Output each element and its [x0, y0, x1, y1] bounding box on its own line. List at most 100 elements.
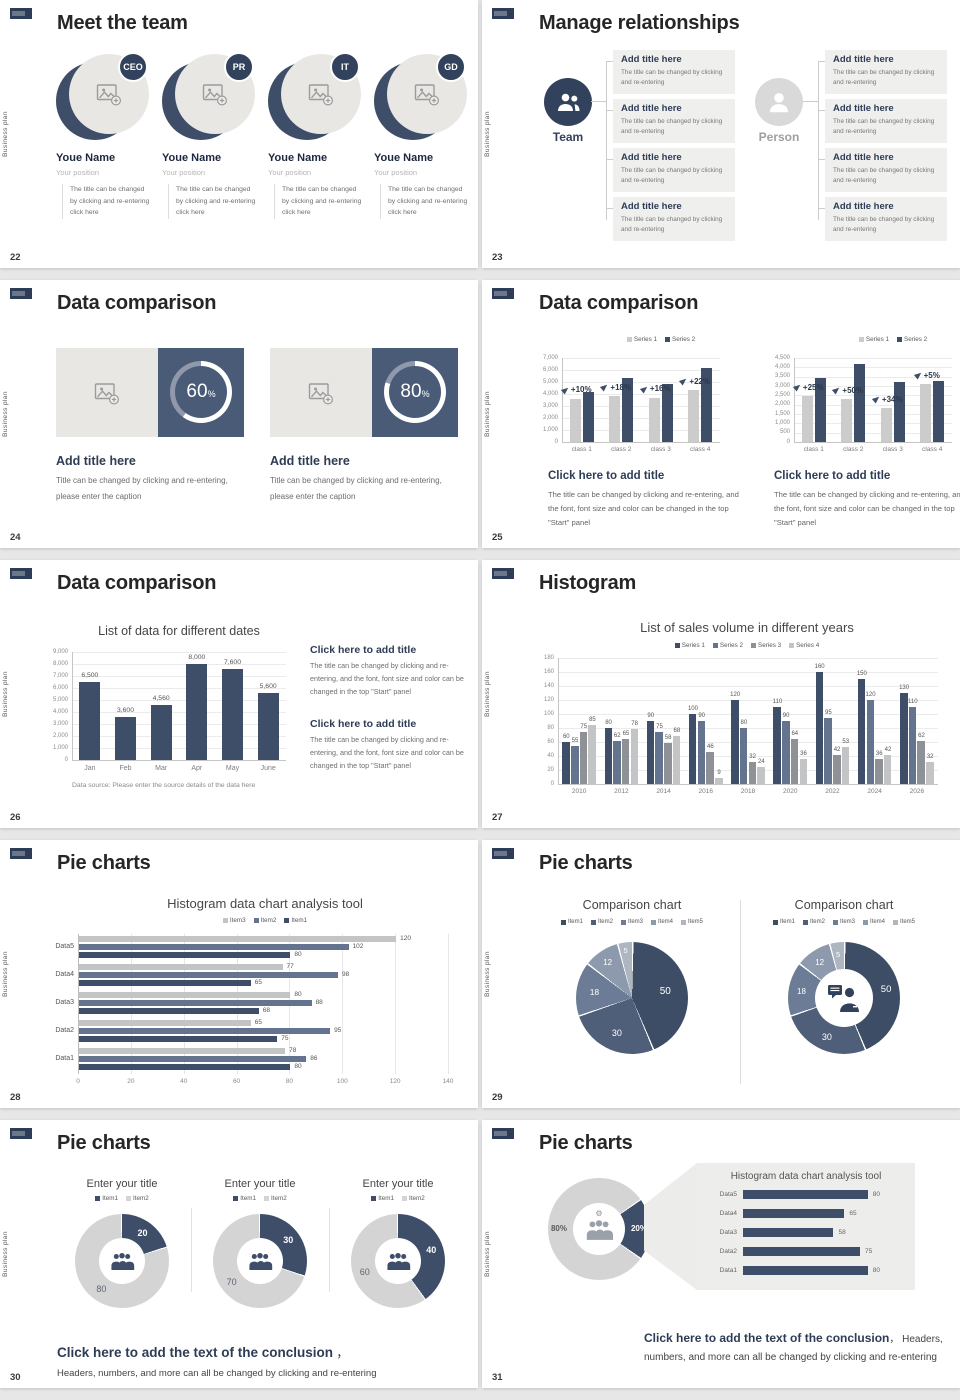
- people-icon: [99, 1238, 145, 1284]
- slide-23[interactable]: Business plan Manage relationships Team A…: [482, 0, 960, 268]
- legend-item: Item2: [126, 1195, 149, 1202]
- slide-title: Histogram: [539, 572, 637, 594]
- slide-number: 24: [10, 532, 21, 543]
- slide-27[interactable]: Business plan Histogram List of sales vo…: [482, 560, 960, 828]
- legend-swatch: [284, 918, 290, 923]
- team-member-avatar: PR: [162, 52, 258, 144]
- x-category-label: class 3: [882, 446, 903, 453]
- bar: [875, 758, 883, 784]
- growth-arrow-icon: [679, 376, 689, 386]
- role-badge: PR: [224, 52, 254, 82]
- slide-title: Data comparison: [57, 572, 217, 594]
- bar: [115, 716, 136, 760]
- legend-item: Item1: [371, 1195, 394, 1202]
- bar-series1: [648, 397, 660, 442]
- y-tick-label: 2,500: [774, 391, 790, 398]
- donut-chart: 40 60: [351, 1214, 445, 1308]
- chart-legend: Item1 Item2 Item3 Item4 Item5: [524, 919, 740, 925]
- legend-swatch: [222, 918, 228, 923]
- y-tick-label: 0: [554, 438, 558, 445]
- legend-label: Series 1: [865, 336, 889, 343]
- bar-value-label: 80: [872, 1191, 881, 1198]
- growth-value: +18%: [610, 382, 632, 392]
- x-tick-label: 40: [180, 1078, 188, 1085]
- bar-series1: [920, 384, 932, 442]
- x-category-label: Apr: [191, 765, 203, 772]
- x-category-label: 2018: [740, 788, 756, 795]
- slide-26[interactable]: Business plan Data comparison List of da…: [0, 560, 478, 828]
- chart-legend: Item1 Item2: [72, 1195, 172, 1202]
- member-name: Youe Name: [268, 152, 328, 164]
- bar-value-label: 42: [884, 746, 892, 753]
- bar-value-label: 9: [717, 769, 721, 776]
- slide-24[interactable]: Business plan Data comparison 60% Add tit…: [0, 280, 478, 548]
- x-tick-label: 80: [285, 1078, 294, 1085]
- people-icon: [375, 1238, 421, 1284]
- slice-label: 50: [659, 986, 671, 998]
- info-box: Add title here The title can be changed b…: [613, 99, 735, 143]
- bar-series1: [841, 399, 853, 442]
- bar-value-label: 90: [647, 713, 655, 719]
- card-caption: Title can be changed by clicking and re-…: [56, 476, 228, 501]
- bar-value-label: 78: [289, 1047, 297, 1054]
- bar: [743, 1209, 845, 1218]
- legend-label: Item1: [291, 917, 308, 924]
- y-tick-label: 7,000: [542, 354, 558, 361]
- slide-title: Data comparison: [539, 292, 699, 314]
- slide-25[interactable]: Business plan Data comparison Series 1 Se…: [482, 280, 960, 548]
- legend-item: Item2: [402, 1195, 425, 1202]
- x-category-label: Feb: [119, 765, 132, 772]
- donut-chart: 20 80: [75, 1214, 169, 1308]
- connector-line: [606, 61, 607, 220]
- member-caption: The title can be changed by clicking and…: [274, 184, 364, 219]
- x-category-label: 2020: [782, 788, 798, 795]
- info-box: Add title here The title can be changed b…: [825, 148, 947, 192]
- bar-value-label: 6,500: [81, 672, 99, 679]
- gridline: [562, 430, 720, 431]
- bar-series2: [661, 384, 673, 442]
- slide-30[interactable]: Business plan Pie charts Enter your titl…: [0, 1120, 478, 1388]
- slide-title: Meet the team: [57, 12, 188, 34]
- y-tick-label: 7,000: [52, 672, 68, 679]
- x-category-label: class 1: [803, 446, 824, 453]
- bar-value-label: 58: [838, 1229, 846, 1236]
- y-axis: [562, 358, 563, 442]
- group-label: Data1: [719, 1267, 737, 1274]
- bar: [562, 742, 570, 784]
- info-box-body: The title can be changed by clicking and…: [621, 118, 723, 135]
- team-member-avatar: CEO: [56, 52, 152, 144]
- bar-series2: [622, 378, 634, 442]
- growth-value: +25%: [802, 382, 824, 392]
- bar-value-label: 65: [254, 979, 263, 986]
- slide-29[interactable]: Business plan Pie charts Comparison char…: [482, 840, 960, 1108]
- slide-31[interactable]: Business plan Pie charts ⚙ 80% 20% Histogra…: [482, 1120, 960, 1388]
- legend-label: Item3: [839, 919, 855, 925]
- bar-value-label: 75: [656, 723, 663, 730]
- legend-label: Item4: [870, 919, 886, 925]
- gridline: [558, 686, 938, 687]
- connector-stub: [606, 61, 613, 62]
- bar: [664, 743, 672, 784]
- slice-label: 20: [137, 1227, 148, 1238]
- growth-arrow-icon: [913, 370, 923, 380]
- bar: [743, 1228, 834, 1237]
- slide-28[interactable]: Business plan Pie charts Histogram data …: [0, 840, 478, 1108]
- bar-value-label: 42: [833, 746, 841, 753]
- y-tick-label: 3,500: [774, 373, 790, 380]
- slide-title: Pie charts: [57, 1132, 151, 1154]
- bar: [743, 1247, 860, 1256]
- slide-title: Pie charts: [539, 852, 633, 874]
- legend-label: Item5: [900, 919, 916, 925]
- donut-chart: 30 70: [213, 1214, 307, 1308]
- slide-title: Pie charts: [57, 852, 151, 874]
- slide-22[interactable]: Business plan Meet the team CEO Youe Name…: [0, 0, 478, 268]
- bar: [579, 731, 588, 784]
- divider: [191, 1208, 192, 1292]
- bar-value-label: 110: [772, 699, 783, 705]
- bar: [782, 721, 790, 784]
- y-tick-label: 140: [543, 682, 554, 689]
- brand-logo: [492, 568, 514, 579]
- chart-legend: Series 1 Series 2 Series 3 Series 4: [597, 642, 897, 649]
- legend-item: Item5: [681, 919, 703, 925]
- bar-value-label: 55: [571, 737, 579, 744]
